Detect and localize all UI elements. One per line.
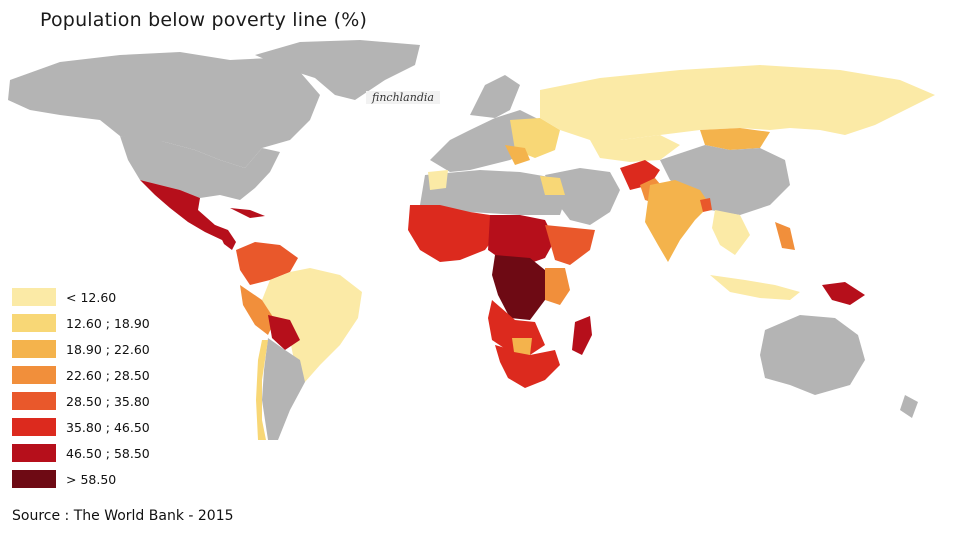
legend-label: 28.50 ; 35.80	[66, 393, 150, 409]
australia	[760, 315, 865, 395]
legend-item: 46.50 ; 58.50	[12, 440, 150, 466]
caribbean	[230, 208, 265, 218]
kazakhstan	[590, 135, 680, 162]
central-africa	[488, 215, 555, 265]
southern-cone	[262, 338, 305, 440]
legend-label: 12.60 ; 18.90	[66, 315, 150, 331]
legend-label: 46.50 ; 58.50	[66, 445, 150, 461]
legend: < 12.60 12.60 ; 18.90 18.90 ; 22.60 22.6…	[12, 284, 150, 492]
russia	[540, 65, 935, 140]
brazil	[262, 268, 362, 382]
legend-swatch	[12, 288, 56, 306]
legend-swatch	[12, 470, 56, 488]
horn-of-africa	[545, 225, 595, 265]
middle-east	[545, 168, 620, 225]
map-title: Population below poverty line (%)	[40, 9, 368, 31]
legend-item: 12.60 ; 18.90	[12, 310, 150, 336]
philippines	[775, 222, 795, 250]
legend-swatch	[12, 366, 56, 384]
legend-item: 22.60 ; 28.50	[12, 362, 150, 388]
new-zealand	[900, 395, 918, 418]
indochina	[712, 210, 750, 255]
north-africa	[420, 170, 565, 215]
legend-item: 35.80 ; 46.50	[12, 414, 150, 440]
chile	[256, 340, 268, 440]
central-america	[215, 225, 236, 250]
scandinavia	[470, 75, 520, 118]
canada	[8, 52, 320, 168]
usa	[120, 136, 280, 200]
legend-label: 22.60 ; 28.50	[66, 367, 150, 383]
indonesia	[710, 275, 800, 300]
peru	[240, 285, 275, 335]
legend-swatch	[12, 418, 56, 436]
china	[660, 145, 790, 215]
legend-item: < 12.60	[12, 284, 150, 310]
mexico	[140, 180, 228, 240]
legend-item: > 58.50	[12, 466, 150, 492]
legend-label: 18.90 ; 22.60	[66, 341, 150, 357]
egypt	[540, 176, 565, 195]
legend-swatch	[12, 392, 56, 410]
bangladesh	[700, 198, 712, 212]
congo	[492, 255, 545, 320]
bolivia	[268, 315, 300, 350]
madagascar	[572, 316, 592, 355]
colombia-venezuela	[236, 242, 298, 285]
west-africa	[408, 205, 500, 262]
legend-swatch	[12, 444, 56, 462]
mongolia	[700, 128, 770, 150]
legend-label: < 12.60	[66, 289, 117, 305]
legend-item: 18.90 ; 22.60	[12, 336, 150, 362]
botswana	[512, 338, 532, 355]
balkans	[505, 145, 530, 165]
morocco	[428, 170, 448, 190]
southern-africa	[495, 345, 560, 388]
east-africa	[545, 268, 570, 305]
greenland	[255, 40, 420, 100]
papua-new-guinea	[822, 282, 865, 305]
legend-swatch	[12, 340, 56, 358]
india	[645, 180, 710, 262]
watermark: finchlandia	[366, 91, 440, 104]
legend-item: 28.50 ; 35.80	[12, 388, 150, 414]
legend-label: > 58.50	[66, 471, 117, 487]
legend-swatch	[12, 314, 56, 332]
source-note: Source : The World Bank - 2015	[12, 508, 234, 524]
legend-label: 35.80 ; 46.50	[66, 419, 150, 435]
